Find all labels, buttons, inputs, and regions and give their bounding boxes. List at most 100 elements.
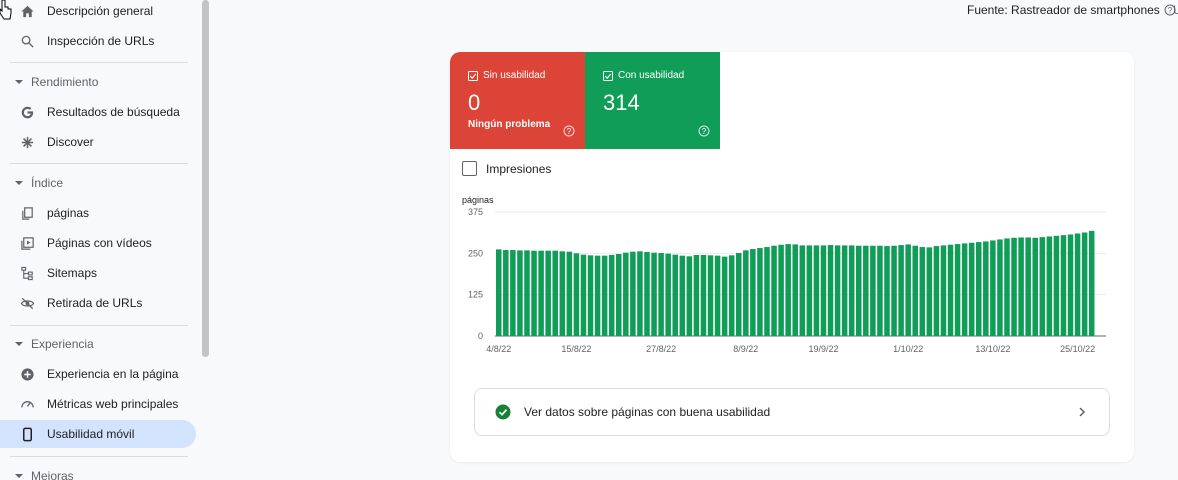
chart-bar[interactable] [764,247,770,336]
sidebar-item-url-inspection[interactable]: Inspección de URLs [0,27,196,55]
chart-bar[interactable] [905,244,911,336]
chart-bar[interactable] [983,241,989,336]
chart-bar[interactable] [870,245,876,336]
chart-bar[interactable] [531,250,537,336]
chart-bar[interactable] [1032,237,1038,336]
chart-bar[interactable] [1025,237,1031,336]
chart-bar[interactable] [587,255,594,336]
chart-bar[interactable] [545,250,551,336]
chart-bar[interactable] [976,242,982,336]
sidebar-item-core-web-vitals[interactable]: Métricas web principales [0,390,196,418]
sidebar-item-page-experience[interactable]: Experiencia en la página [0,360,196,388]
chart-bar[interactable] [721,256,728,336]
chart-bar[interactable] [1011,237,1017,336]
chart-bar[interactable] [827,245,834,336]
chart-bar[interactable] [792,244,798,336]
help-icon[interactable]: ? [1164,4,1176,16]
good-pages-link[interactable]: Ver datos sobre páginas con buena usabil… [474,388,1110,436]
chart-bar[interactable] [785,244,791,336]
chart-bar[interactable] [1039,237,1046,336]
chart-bar[interactable] [573,253,580,336]
section-header-rendimiento[interactable]: Rendimiento [0,72,190,92]
chart-bar[interactable] [820,245,827,336]
help-icon[interactable]: ? [563,125,575,137]
section-header-mejoras[interactable]: Mejoras [0,466,190,480]
checkbox-checked-icon[interactable] [603,70,613,81]
chart-bar[interactable] [947,244,954,336]
chart-bar[interactable] [912,245,918,336]
chart-bar[interactable] [517,250,523,336]
chart-bar[interactable] [898,245,904,336]
chart-bar[interactable] [933,246,940,336]
sidebar-item-mobile-usability[interactable]: Usabilidad móvil [0,420,196,448]
checkbox-checked-icon[interactable] [468,70,478,81]
sidebar-scrollbar[interactable] [202,0,209,357]
chart-bar[interactable] [637,251,643,336]
chart-bar[interactable] [997,239,1003,336]
tile-not-usable[interactable]: Sin usabilidad 0 Ningún problema ? [450,52,585,149]
chart-bar[interactable] [919,247,926,336]
chart-bar[interactable] [503,250,509,336]
chart-bar[interactable] [1081,232,1088,337]
chart-bar[interactable] [884,246,890,336]
sidebar-item-discover[interactable]: Discover [0,128,196,156]
chart-bar[interactable] [863,245,869,336]
chart-bar[interactable] [750,249,756,336]
chart-bar[interactable] [990,240,996,336]
chart-bar[interactable] [848,245,855,336]
chart-bar[interactable] [658,253,664,336]
chart-bar[interactable] [552,250,558,336]
chart-bar[interactable] [644,252,650,336]
sidebar-item-sitemaps[interactable]: Sitemaps [0,259,196,287]
chart-bar[interactable] [757,248,763,336]
chart-bar[interactable] [771,245,777,336]
chart-bar[interactable] [566,251,573,336]
chart-bar[interactable] [856,245,862,336]
chart-bar[interactable] [961,243,968,336]
chart-bar[interactable] [1060,235,1067,336]
chart-bar[interactable] [1046,236,1053,336]
chart-bar[interactable] [728,255,735,336]
chart-bar[interactable] [630,251,636,336]
chart-bar[interactable] [834,245,841,336]
chart-bar[interactable] [954,244,961,336]
chart-bar[interactable] [799,245,806,336]
chart-bar[interactable] [524,250,530,336]
chart-bar[interactable] [693,254,700,336]
chart-bar[interactable] [665,253,671,336]
section-header-experiencia[interactable]: Experiencia [0,334,190,354]
sidebar-item-overview[interactable]: Descripción general [0,0,196,25]
chart-bar[interactable] [580,254,587,336]
chart-bar[interactable] [778,244,784,336]
sidebar-item-url-removal[interactable]: Retirada de URLs [0,289,196,317]
chart-bar[interactable] [707,255,714,336]
chart-bar[interactable] [594,255,601,336]
chart-bar[interactable] [877,245,883,336]
chart-bar[interactable] [1088,230,1095,336]
chart-bar[interactable] [1074,233,1081,336]
chart-bar[interactable] [686,256,693,336]
chart-bar[interactable] [891,245,897,336]
chart-bar[interactable] [736,253,742,336]
chart-bar[interactable] [1053,235,1060,336]
impressions-toggle[interactable]: Impresiones [462,161,551,176]
chart-bar[interactable] [940,245,947,336]
tile-usable[interactable]: Con usabilidad 314 ? [585,52,720,149]
chart-bar[interactable] [510,250,516,336]
chart-bar[interactable] [813,245,820,336]
chart-bar[interactable] [496,249,502,336]
section-header-indice[interactable]: Índice [0,173,190,193]
sidebar-item-search-results[interactable]: Resultados de búsqueda [0,98,196,126]
chart-bar[interactable] [714,255,721,336]
chart-bar[interactable] [968,242,975,336]
chart-bar[interactable] [608,254,615,336]
chart-bar[interactable] [616,253,622,336]
chart-bar[interactable] [926,247,933,336]
chart-bar[interactable] [806,245,813,336]
sidebar-item-pages[interactable]: páginas [0,199,196,227]
chart-bar[interactable] [559,251,566,336]
chart-bar[interactable] [623,252,629,336]
sidebar-item-video-pages[interactable]: Páginas con vídeos [0,229,196,257]
chart-bar[interactable] [1004,238,1010,336]
impressions-checkbox[interactable] [462,161,477,176]
